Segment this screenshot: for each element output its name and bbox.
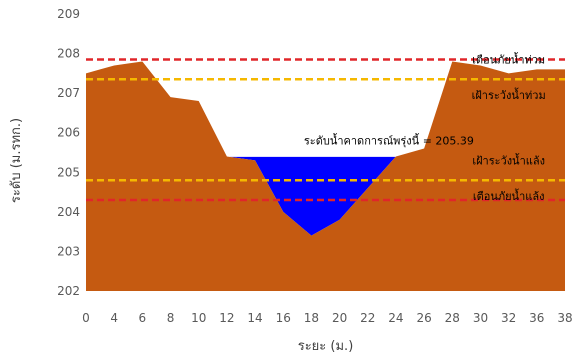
x-tick-label: 20 bbox=[332, 311, 347, 325]
plot-area bbox=[86, 61, 565, 291]
x-tick-label: 24 bbox=[388, 311, 403, 325]
x-tick-label: 6 bbox=[139, 311, 147, 325]
x-tick-label: 38 bbox=[557, 311, 572, 325]
annotation-label: ระดับน้ำคาดการณ์พรุ่งนี้ = 205.39 bbox=[304, 133, 474, 148]
y-tick-label: 202 bbox=[57, 284, 80, 298]
x-tick-label: 0 bbox=[82, 311, 90, 325]
x-tick-label: 16 bbox=[276, 311, 291, 325]
x-axis-title: ระยะ (ม.) bbox=[298, 339, 354, 354]
y-tick-label: 209 bbox=[57, 7, 80, 21]
x-tick-label: 18 bbox=[304, 311, 319, 325]
x-tick-label: 8 bbox=[167, 311, 175, 325]
x-axis-ticks: 0 4 6 8 10 12 14 16 18 20 22 24 26 28 30 32 36 38 bbox=[82, 311, 572, 325]
y-tick-label: 208 bbox=[57, 47, 80, 61]
y-axis-title: ระดับ (ม.รทก.) bbox=[9, 118, 24, 203]
y-tick-label: 203 bbox=[57, 244, 80, 258]
y-axis-ticks: 202 203 204 205 206 207 208 209 bbox=[57, 7, 80, 298]
y-tick-label: 205 bbox=[57, 165, 80, 179]
x-tick-label: 30 bbox=[473, 311, 488, 325]
annotation-label: เฝ้าระวังน้ำท่วม bbox=[472, 87, 546, 102]
x-tick-label: 12 bbox=[219, 311, 234, 325]
annotation-label: เฝ้าระวังน้ำแล้ง bbox=[472, 152, 545, 167]
x-tick-label: 36 bbox=[529, 311, 544, 325]
annotations: เตือนภัยน้ำท่วมเฝ้าระวังน้ำท่วมระดับน้ำค… bbox=[304, 52, 546, 204]
water-area bbox=[229, 156, 396, 236]
x-tick-label: 32 bbox=[501, 311, 516, 325]
annotation-label: เตือนภัยน้ำแล้ง bbox=[473, 188, 545, 203]
x-tick-label: 26 bbox=[416, 311, 431, 325]
x-tick-label: 10 bbox=[191, 311, 206, 325]
y-tick-label: 206 bbox=[57, 126, 80, 140]
y-tick-label: 204 bbox=[57, 205, 80, 219]
x-tick-label: 22 bbox=[360, 311, 375, 325]
annotation-label: เตือนภัยน้ำท่วม bbox=[472, 52, 545, 67]
ground-area bbox=[86, 61, 565, 291]
x-tick-label: 28 bbox=[445, 311, 460, 325]
x-tick-label: 4 bbox=[110, 311, 118, 325]
y-tick-label: 207 bbox=[57, 86, 80, 100]
x-tick-label: 14 bbox=[247, 311, 262, 325]
reference-lines bbox=[86, 58, 565, 202]
